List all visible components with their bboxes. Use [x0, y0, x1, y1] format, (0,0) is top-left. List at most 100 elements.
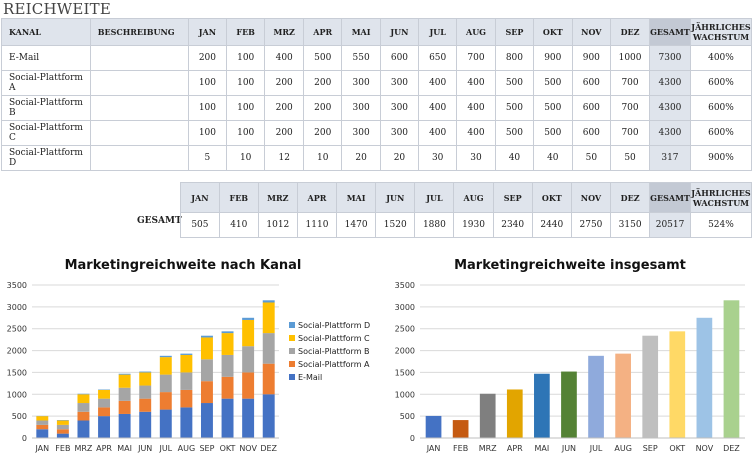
bar-segment: [200, 335, 213, 338]
bar-segment: [36, 416, 49, 421]
x-tick-label: JAN: [426, 444, 441, 453]
month-value: 400: [418, 70, 458, 96]
month-value: 200: [264, 120, 305, 146]
bar-segment: [56, 429, 69, 434]
month-value: 12: [264, 145, 305, 171]
column-header: JÄHRLICHES WACHSTUM: [689, 18, 753, 46]
y-tick-label: 0: [410, 434, 415, 443]
bar-segment: [139, 371, 152, 373]
summary-month-value: 3150: [610, 212, 651, 238]
y-tick-label: 2500: [7, 325, 27, 334]
bar-segment: [200, 381, 213, 404]
row-growth: 600%: [689, 120, 753, 146]
summary-column-header: JÄHRLICHES WACHSTUM: [689, 182, 753, 213]
x-tick-label: FEB: [55, 444, 70, 453]
y-tick-label: 1000: [7, 390, 27, 399]
bar-segment: [180, 353, 193, 355]
bar-segment: [221, 354, 234, 377]
x-tick-label: AUG: [178, 444, 196, 453]
summary-month-value: 1880: [414, 212, 455, 238]
channel-description: [89, 70, 189, 96]
bar-segment: [77, 393, 90, 395]
bar: [696, 317, 713, 438]
bar-segment: [221, 376, 234, 399]
row-total: 4300: [648, 70, 691, 96]
month-value: 40: [494, 145, 535, 171]
bar: [615, 353, 631, 438]
x-tick-label: JUL: [158, 444, 172, 453]
month-value: 50: [571, 145, 612, 171]
bar: [669, 331, 686, 438]
x-tick-label: MRZ: [479, 444, 497, 453]
month-value: 700: [610, 70, 650, 96]
month-value: 10: [303, 145, 343, 171]
bar: [452, 420, 469, 438]
summary-total: 20517: [649, 212, 691, 238]
row-growth: 600%: [689, 95, 753, 121]
summary-month-value: 1520: [375, 212, 416, 238]
month-value: 100: [187, 70, 228, 96]
bar-segment: [262, 363, 275, 395]
month-value: 300: [341, 95, 381, 121]
x-tick-label: FEB: [453, 444, 468, 453]
bar-segment: [262, 300, 275, 303]
x-tick-label: JAN: [34, 444, 49, 453]
column-header: JAN: [187, 18, 228, 46]
legend-label: Social-Plattform A: [298, 360, 370, 369]
bar-segment: [56, 420, 69, 425]
x-tick-label: SEP: [643, 444, 658, 453]
bar-segment: [77, 403, 90, 412]
month-value: 300: [341, 70, 381, 96]
bar-segment: [221, 333, 234, 355]
table-row: Social-Plattform A 100 100 200 200 300 300 400 4…: [1, 70, 753, 96]
summary-column-header: APR: [296, 182, 338, 213]
column-header: GESAMT: [648, 18, 691, 46]
bar-segment: [180, 407, 193, 438]
bar-segment: [221, 398, 234, 438]
row-growth: 900%: [689, 145, 753, 171]
channel-description: [89, 95, 189, 121]
x-tick-label: MAI: [535, 444, 550, 453]
x-tick-label: JUN: [561, 444, 576, 453]
channel-name: Social-Plattform A: [1, 70, 91, 96]
summary-table: JAN FEB MRZ APR MAI JUN JUL AUG SEP OKT NOV DEZ GESA…: [180, 182, 753, 238]
x-tick-label: SEP: [199, 444, 214, 453]
month-value: 20: [341, 145, 381, 171]
month-value: 800: [494, 45, 535, 71]
summary-label: GESAMT: [137, 216, 182, 226]
month-value: 500: [533, 120, 573, 146]
bar-segment: [118, 373, 131, 375]
bar-segment: [56, 424, 69, 430]
channel-description: [89, 45, 189, 71]
bar-segment: [159, 355, 172, 358]
column-header: OKT: [533, 18, 573, 46]
row-total: 7300: [648, 45, 691, 71]
summary-column-header: JUL: [414, 182, 455, 213]
channel-name: Social-Plattform D: [1, 145, 91, 171]
bar-segment: [98, 398, 111, 408]
x-tick-label: MAI: [117, 444, 132, 453]
legend-swatch: [289, 322, 295, 328]
x-tick-label: JUL: [589, 444, 603, 453]
bar: [425, 415, 442, 438]
x-tick-label: DEZ: [260, 444, 277, 453]
summary-column-header: FEB: [218, 182, 259, 213]
month-value: 400: [418, 120, 458, 146]
column-header: NOV: [571, 18, 612, 46]
column-header: BESCHREIBUNG: [89, 18, 189, 46]
x-tick-label: OKT: [669, 444, 685, 453]
bar-segment: [77, 411, 90, 421]
column-header: MRZ: [264, 18, 305, 46]
month-value: 100: [226, 120, 266, 146]
summary-month-value: 1470: [336, 212, 377, 238]
y-tick-label: 1000: [395, 390, 415, 399]
bar-segment: [200, 403, 213, 438]
column-header: DEZ: [610, 18, 650, 46]
month-value: 300: [379, 70, 420, 96]
legend-label: Social-Plattform D: [298, 321, 370, 330]
legend-swatch: [289, 374, 295, 380]
bar-segment: [242, 398, 255, 438]
bar: [561, 371, 577, 438]
y-tick-label: 1500: [395, 368, 415, 377]
x-tick-label: OKT: [220, 444, 236, 453]
